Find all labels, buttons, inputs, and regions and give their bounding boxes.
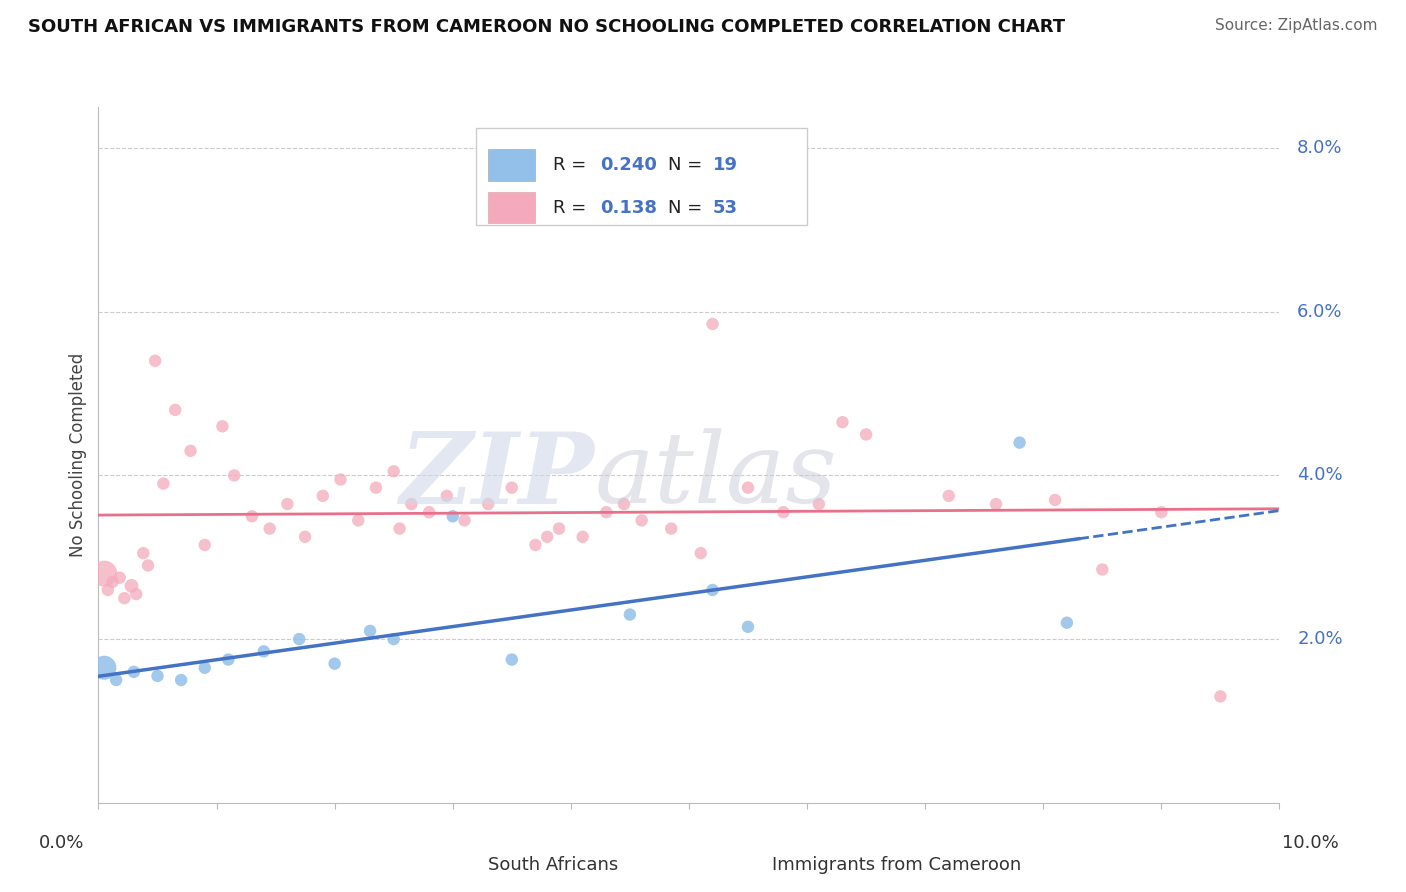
Y-axis label: No Schooling Completed: No Schooling Completed [69,353,87,557]
Point [170,673,193,687]
Point [613,497,636,511]
Point [224,468,246,483]
Point [382,632,405,646]
Point [1008,435,1031,450]
Point [1091,562,1114,576]
Point [418,505,440,519]
Text: 53: 53 [713,199,738,217]
Point [288,632,311,646]
Text: 0.138: 0.138 [600,199,658,217]
Point [93,566,115,581]
Text: R =: R = [553,199,598,217]
Text: R =: R = [553,156,592,174]
Point [630,513,652,527]
Point [276,497,298,511]
Text: 10.0%: 10.0% [1282,834,1339,852]
Point [112,591,135,606]
Point [347,513,370,527]
Point [436,489,458,503]
Point [132,546,155,560]
Point [1150,505,1173,519]
Text: 0.240: 0.240 [600,156,657,174]
Point [108,571,131,585]
Point [382,464,405,478]
Point [194,661,217,675]
Point [364,481,387,495]
Text: 6.0%: 6.0% [1298,302,1343,321]
Point [143,353,166,368]
Point [240,509,263,524]
Text: atlas: atlas [595,428,837,524]
Text: Immigrants from Cameroon: Immigrants from Cameroon [772,856,1021,874]
Point [323,657,346,671]
Point [441,509,464,524]
Text: N =: N = [668,199,707,217]
Point [737,481,759,495]
Point [294,530,316,544]
Point [619,607,641,622]
Text: Source: ZipAtlas.com: Source: ZipAtlas.com [1215,18,1378,33]
Point [807,497,830,511]
Point [93,661,115,675]
FancyBboxPatch shape [477,128,807,226]
Text: 4.0%: 4.0% [1298,467,1343,484]
Point [217,652,239,666]
Text: SOUTH AFRICAN VS IMMIGRANTS FROM CAMEROON NO SCHOOLING COMPLETED CORRELATION CHA: SOUTH AFRICAN VS IMMIGRANTS FROM CAMEROO… [28,18,1066,36]
Point [359,624,381,638]
Point [401,497,423,511]
Text: South Africans: South Africans [488,856,619,874]
Point [388,522,411,536]
Point [1043,492,1066,507]
Point [312,489,335,503]
Point [97,582,120,597]
Point [831,415,853,429]
Point [477,497,499,511]
Text: ZIP: ZIP [399,427,595,524]
Point [194,538,217,552]
Point [501,652,523,666]
Text: N =: N = [668,156,707,174]
Point [259,522,281,536]
Point [855,427,877,442]
Point [121,579,143,593]
Text: 19: 19 [713,156,738,174]
Point [702,317,724,331]
Point [136,558,159,573]
Point [180,443,202,458]
Point [152,476,174,491]
Point [737,620,759,634]
Point [122,665,145,679]
Point [329,473,352,487]
FancyBboxPatch shape [429,852,477,880]
FancyBboxPatch shape [488,149,536,180]
Point [536,530,558,544]
Point [146,669,169,683]
Point [548,522,571,536]
Point [702,582,724,597]
Point [501,481,523,495]
FancyBboxPatch shape [488,192,536,223]
Point [101,574,124,589]
Point [165,403,187,417]
Point [105,673,128,687]
Point [938,489,960,503]
Point [453,513,475,527]
Point [772,505,794,519]
Point [211,419,233,434]
Point [253,644,276,658]
Point [1056,615,1078,630]
Point [524,538,547,552]
Point [595,505,617,519]
Point [689,546,711,560]
Point [125,587,148,601]
Text: 0.0%: 0.0% [39,834,84,852]
Text: 2.0%: 2.0% [1298,630,1343,648]
Point [1209,690,1232,704]
Point [659,522,682,536]
Point [571,530,593,544]
FancyBboxPatch shape [713,852,759,880]
Text: 8.0%: 8.0% [1298,139,1343,157]
Point [984,497,1007,511]
